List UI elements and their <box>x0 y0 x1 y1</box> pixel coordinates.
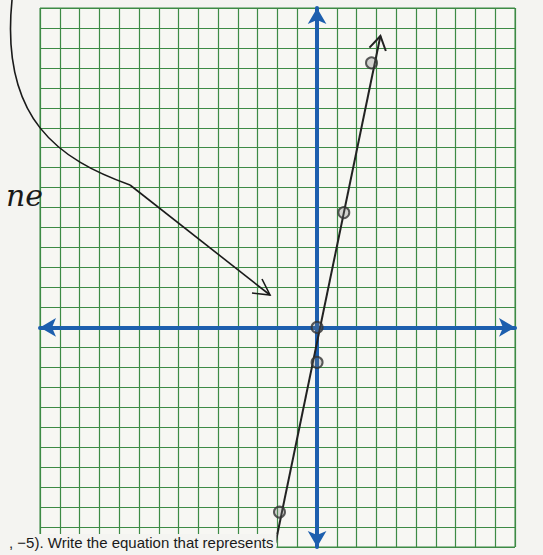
svg-text:ne: ne <box>6 178 43 213</box>
svg-text:, −5). Write the equation that: , −5). Write the equation that represent… <box>9 534 273 551</box>
